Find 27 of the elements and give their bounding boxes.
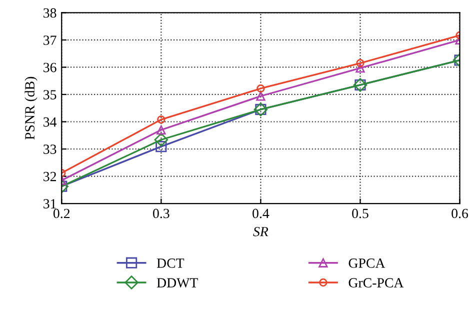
point [156,125,166,135]
y-tick-label: 33 [44,144,56,154]
y-tick-label: 35 [44,90,56,100]
x-tick-label: 0.4 [252,208,270,218]
point [356,59,364,68]
point [256,92,266,101]
y-tick-label: 34 [44,117,57,127]
y-tick-label: 32 [44,172,56,182]
legend-label: GrC-PCA [348,278,404,288]
legend-label: GPCA [348,258,386,268]
y-tick-label: 31 [44,199,56,208]
point [154,132,168,147]
y-tick-label: 37 [44,36,56,45]
point [156,140,167,152]
point [256,84,265,93]
y-tick-label: 38 [44,8,56,18]
x-axis-title: SR [253,226,268,236]
x-tick-label: 0.3 [153,208,170,218]
x-tick-label: 0.2 [53,208,70,218]
point [157,115,166,124]
legend-label: DDWT [156,278,198,288]
point [356,63,365,73]
y-axis-title: PSNR (dB) [24,76,38,140]
x-tick-label: 0.5 [352,208,368,218]
legend-label: DCT [156,258,184,268]
y-tick-label: 36 [44,62,56,72]
x-tick-label: 0.6 [452,208,468,218]
